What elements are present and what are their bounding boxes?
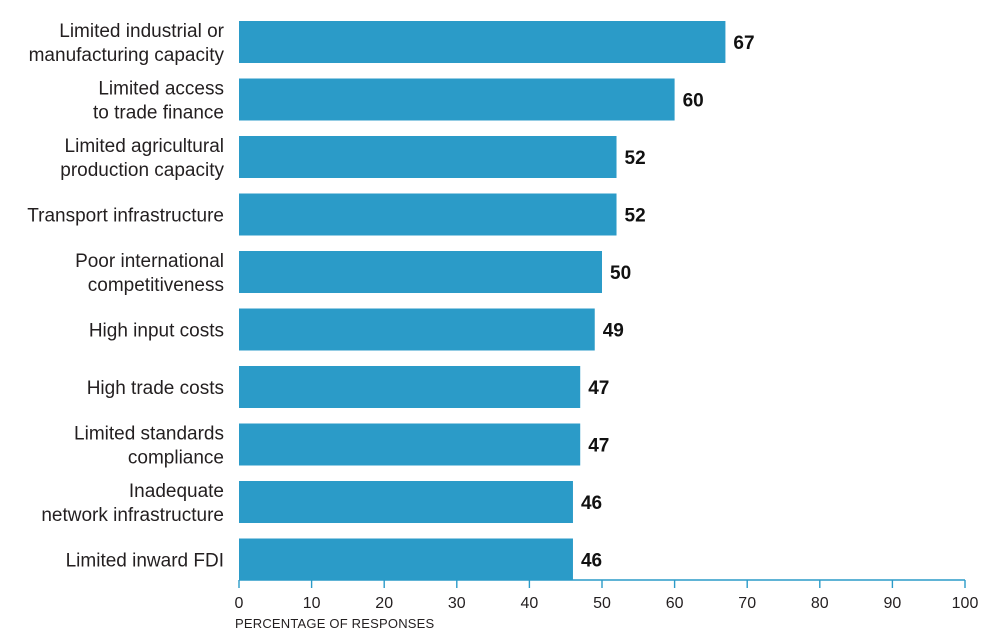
category-label: compliance [128,448,224,469]
category-label: Limited standards [74,424,224,445]
bar [239,366,581,408]
x-tick-label: 90 [884,595,902,612]
bar-value-label: 60 [683,91,704,112]
category-label: network infrastructure [41,505,224,526]
category-label: competitiveness [88,275,224,296]
bar [239,538,573,581]
x-tick-label: 70 [738,595,756,612]
bar-value-label: 46 [581,551,602,572]
category-label: High input costs [89,321,224,342]
bar [239,78,675,121]
bar [239,251,602,293]
x-tick-label: 10 [303,595,321,612]
category-labels-group: Limited industrial or manufacturing capac… [27,21,224,572]
category-label: Limited inward FDI [66,551,224,572]
x-tick-label: 0 [235,595,244,612]
bar-value-label: 47 [588,436,609,457]
x-tick-label: 100 [952,595,979,612]
category-label: Limited agricultural [65,136,224,157]
category-label: Transport infrastructure [27,206,224,227]
x-tick-label: 80 [811,595,829,612]
x-axis-title: PERCENTAGE OF RESPONSES [235,616,435,631]
bars-group [239,21,726,581]
category-label: Limited access [98,79,224,100]
x-tick-label: 60 [666,595,684,612]
x-tick-label: 40 [521,595,539,612]
category-label: Inadequate [129,481,224,502]
value-labels-group: 67 60 52 52 50 49 47 47 46 46 [581,33,755,572]
bar [239,423,581,466]
bar-value-label: 50 [610,263,631,284]
x-tick-label: 50 [593,595,611,612]
bar-value-label: 52 [625,206,646,227]
category-label: manufacturing capacity [29,45,225,66]
category-label: Poor international [75,251,224,272]
category-label: Limited industrial or [59,21,224,42]
bar-value-label: 67 [733,33,754,54]
bar [239,308,595,351]
bar [239,481,573,523]
x-tick-label: 30 [448,595,466,612]
x-axis-ticks: 0 10 20 30 40 50 60 70 80 90 100 [235,580,979,612]
x-tick-label: 20 [375,595,393,612]
category-label: High trade costs [87,378,224,399]
category-label: production capacity [60,160,224,181]
bar-value-label: 46 [581,493,602,514]
category-label: to trade finance [93,103,224,124]
bar-value-label: 52 [625,148,646,169]
bar [239,21,726,63]
bar [239,193,617,236]
bar-value-label: 49 [603,321,624,342]
bar-value-label: 47 [588,378,609,399]
x-axis: 0 10 20 30 40 50 60 70 80 90 100 [235,579,979,612]
bar [239,136,617,178]
